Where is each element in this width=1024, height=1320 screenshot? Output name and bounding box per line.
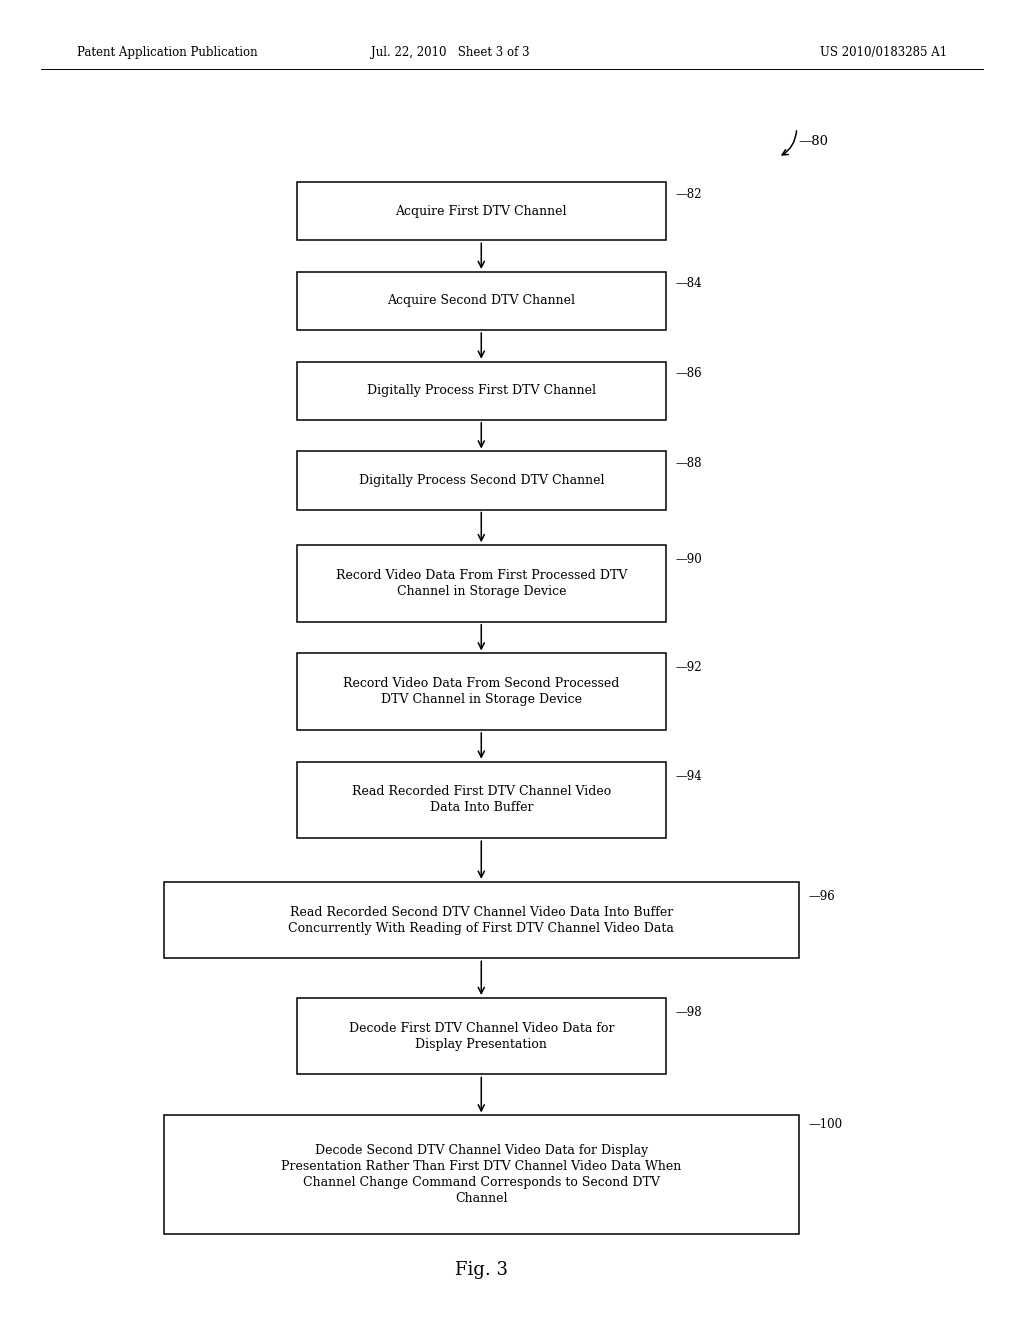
FancyBboxPatch shape	[297, 362, 666, 420]
FancyBboxPatch shape	[297, 451, 666, 510]
Text: Fig. 3: Fig. 3	[455, 1261, 508, 1279]
Text: Read Recorded Second DTV Channel Video Data Into Buffer
Concurrently With Readin: Read Recorded Second DTV Channel Video D…	[289, 906, 674, 935]
FancyBboxPatch shape	[297, 998, 666, 1074]
FancyBboxPatch shape	[297, 182, 666, 240]
Text: Record Video Data From Second Processed
DTV Channel in Storage Device: Record Video Data From Second Processed …	[343, 677, 620, 706]
Text: Acquire Second DTV Channel: Acquire Second DTV Channel	[387, 294, 575, 308]
Text: Digitally Process Second DTV Channel: Digitally Process Second DTV Channel	[358, 474, 604, 487]
Text: —84: —84	[676, 277, 702, 290]
FancyBboxPatch shape	[297, 545, 666, 622]
Text: US 2010/0183285 A1: US 2010/0183285 A1	[820, 46, 947, 59]
Text: Patent Application Publication: Patent Application Publication	[77, 46, 257, 59]
Text: Decode First DTV Channel Video Data for
Display Presentation: Decode First DTV Channel Video Data for …	[348, 1022, 614, 1051]
Text: —92: —92	[676, 661, 702, 675]
FancyBboxPatch shape	[297, 272, 666, 330]
Text: —96: —96	[809, 890, 836, 903]
Text: —82: —82	[676, 187, 702, 201]
Text: Jul. 22, 2010   Sheet 3 of 3: Jul. 22, 2010 Sheet 3 of 3	[372, 46, 529, 59]
Text: —94: —94	[676, 770, 702, 783]
Text: Decode Second DTV Channel Video Data for Display
Presentation Rather Than First : Decode Second DTV Channel Video Data for…	[282, 1144, 681, 1205]
FancyBboxPatch shape	[297, 653, 666, 730]
Text: Digitally Process First DTV Channel: Digitally Process First DTV Channel	[367, 384, 596, 397]
FancyBboxPatch shape	[164, 882, 799, 958]
Text: Acquire First DTV Channel: Acquire First DTV Channel	[395, 205, 567, 218]
Text: —100: —100	[809, 1118, 843, 1131]
Text: —88: —88	[676, 457, 702, 470]
Text: Record Video Data From First Processed DTV
Channel in Storage Device: Record Video Data From First Processed D…	[336, 569, 627, 598]
Text: —98: —98	[676, 1006, 702, 1019]
Text: Read Recorded First DTV Channel Video
Data Into Buffer: Read Recorded First DTV Channel Video Da…	[351, 785, 611, 814]
FancyBboxPatch shape	[297, 762, 666, 838]
Text: —80: —80	[799, 135, 828, 148]
Text: —86: —86	[676, 367, 702, 380]
FancyBboxPatch shape	[164, 1115, 799, 1234]
Text: —90: —90	[676, 553, 702, 566]
